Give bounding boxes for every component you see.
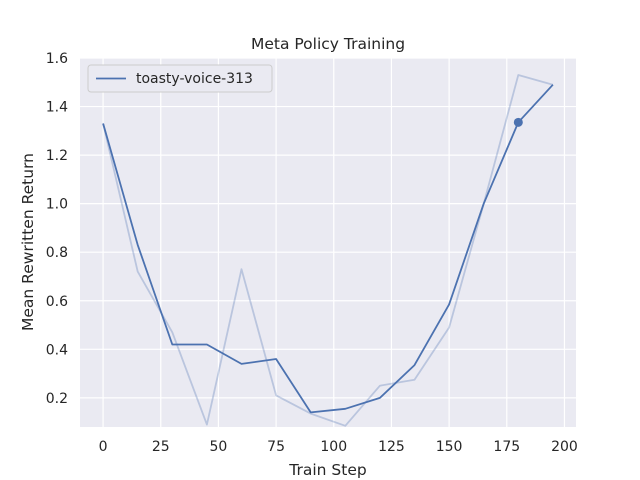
chart-title: Meta Policy Training <box>251 35 405 53</box>
x-tick-label: 75 <box>267 439 285 455</box>
x-tick-label: 0 <box>99 439 108 455</box>
series-layer <box>102 74 554 427</box>
y-tick-label: 1.4 <box>46 100 68 116</box>
x-tick-label: 150 <box>436 439 463 455</box>
y-tick-label: 1.6 <box>46 51 68 67</box>
ticks: 0 25 50 75 100 125 150 175 200 0.2 0.4 0.6 0.8 1.0 1.2… <box>46 51 578 455</box>
legend-box <box>87 64 273 93</box>
grid <box>80 57 576 427</box>
y-axis-label: Mean Rewritten Return <box>19 153 37 331</box>
smoothed-series-line <box>102 84 554 414</box>
highlight-marker <box>513 117 523 127</box>
y-tick-label: 1.0 <box>46 197 68 213</box>
y-tick-label: 0.4 <box>46 342 68 358</box>
legend: toasty-voice-313 <box>87 64 273 93</box>
plot-area <box>80 58 576 427</box>
y-tick-label: 1.2 <box>46 148 68 164</box>
x-tick-label: 100 <box>320 439 347 455</box>
x-tick-label: 50 <box>210 439 228 455</box>
x-tick-label: 125 <box>378 439 405 455</box>
raw-series-line <box>102 74 554 427</box>
y-tick-label: 0.6 <box>46 294 68 310</box>
x-tick-label: 175 <box>493 439 520 455</box>
x-axis-label: Train Step <box>288 461 366 479</box>
x-tick-label: 25 <box>152 439 170 455</box>
legend-label: toasty-voice-313 <box>136 71 253 87</box>
y-tick-label: 0.2 <box>46 391 68 407</box>
x-tick-label: 200 <box>551 439 578 455</box>
y-tick-label: 0.8 <box>46 245 68 261</box>
